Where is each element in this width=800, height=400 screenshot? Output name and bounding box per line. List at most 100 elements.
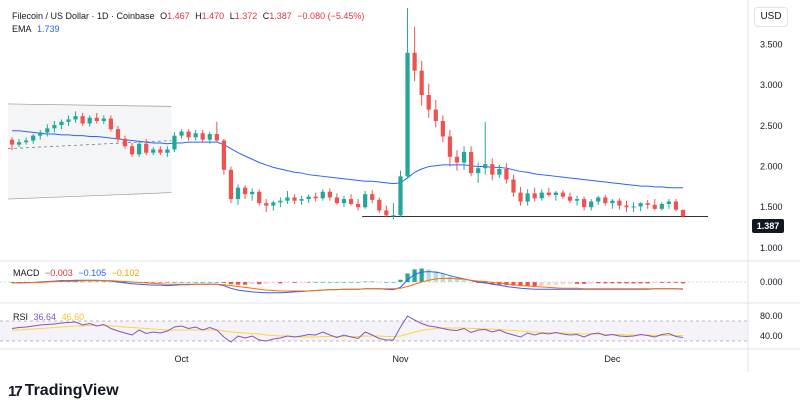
candle-body: [412, 52, 417, 71]
macd-legend[interactable]: MACD −0.003 −0.105 −0.102: [13, 268, 142, 279]
brand-name: TradingView: [24, 382, 119, 399]
tradingview-brand[interactable]: 17 TradingView: [8, 382, 119, 400]
macd-hist-bar: [158, 282, 163, 283]
macd-signal-value: −0.102: [111, 268, 140, 278]
macd-hist-bar: [228, 282, 234, 285]
macd-hist-bar: [200, 282, 205, 283]
candle-body: [624, 205, 629, 208]
candle-body: [518, 192, 523, 202]
high-value: 1.470: [201, 11, 225, 21]
macd-hist-bar: [250, 282, 255, 285]
macd-hist-bar: [377, 282, 382, 283]
macd-hist-bar: [16, 282, 22, 283]
candle-body: [391, 215, 396, 217]
macd-hist-value: −0.003: [45, 268, 73, 278]
low-value: 1.372: [234, 11, 258, 21]
macd-hist-bar: [363, 281, 368, 283]
candle-body: [186, 131, 191, 138]
candle-body: [440, 121, 445, 137]
candle-body: [433, 109, 438, 122]
candle-body: [122, 138, 128, 147]
macd-hist-bar: [355, 282, 361, 283]
candle-body: [200, 133, 205, 140]
macd-pane: [0, 268, 748, 294]
tradingview-logo-icon: 17: [8, 382, 23, 400]
candle-body: [31, 135, 36, 141]
rsi-legend[interactable]: RSI 36.64 46.60: [13, 312, 87, 323]
macd-hist-bar: [610, 282, 615, 284]
macd-hist-bar: [525, 282, 530, 287]
macd-hist-bar: [207, 282, 212, 283]
candle-body: [652, 204, 657, 209]
last-price-tag: 1.387: [752, 219, 784, 233]
candle-body: [532, 193, 537, 199]
candle-body: [73, 116, 78, 120]
macd-tick-label: 0.000: [760, 277, 783, 287]
candle-body: [617, 200, 622, 206]
ema-value: 1.739: [37, 24, 60, 34]
price-tick-label: 1.500: [760, 202, 783, 212]
candle-body: [115, 129, 121, 139]
macd-hist-bar: [426, 269, 431, 282]
candle-body: [129, 146, 135, 155]
candle-body: [476, 168, 481, 174]
candle-body: [355, 203, 361, 208]
candle-body: [384, 210, 389, 216]
candle-body: [158, 149, 163, 153]
macd-hist-bar: [652, 282, 657, 283]
macd-hist-bar: [398, 279, 403, 282]
candle-body: [581, 199, 587, 208]
macd-hist-bar: [384, 282, 389, 283]
macd-hist-bar: [80, 281, 85, 283]
candle-body: [38, 132, 43, 136]
candle-body: [497, 168, 502, 175]
candle-body: [292, 197, 297, 201]
candle-body: [221, 140, 227, 170]
macd-hist-bar: [673, 282, 679, 283]
macd-hist-bar: [518, 282, 523, 287]
macd-hist-bar: [638, 282, 643, 284]
candle-body: [334, 197, 340, 204]
candle-body: [101, 118, 106, 122]
macd-hist-bar: [405, 273, 410, 282]
candle-body: [341, 199, 347, 204]
macd-hist-bar: [539, 282, 544, 286]
currency-button[interactable]: USD: [754, 7, 788, 27]
candle-body: [271, 202, 276, 206]
candle-body: [468, 151, 474, 174]
macd-signal-line: [12, 277, 683, 292]
macd-line-value: −0.105: [78, 268, 107, 278]
symbol-legend: Filecoin / US Dollar · 1D · Coinbase O1.…: [12, 11, 367, 22]
candle-body: [419, 70, 424, 96]
macd-hist-bar: [144, 282, 149, 283]
macd-hist-bar: [306, 282, 311, 283]
candle-body: [645, 203, 650, 205]
candle-body: [264, 203, 269, 206]
candle-body: [45, 128, 50, 133]
macd-hist-bar: [603, 282, 608, 284]
macd-hist-bar: [271, 282, 276, 284]
candle-body: [165, 149, 170, 153]
macd-hist-bar: [214, 282, 219, 283]
rsi-tick-label: 80.00: [760, 311, 783, 321]
candle-body: [172, 135, 177, 150]
candle-body: [539, 192, 544, 199]
candle-body: [454, 156, 460, 163]
macd-hist-bar: [264, 282, 269, 284]
macd-hist-bar: [257, 282, 262, 285]
ema-legend[interactable]: EMA 1.739: [12, 24, 63, 35]
macd-hist-bar: [490, 282, 495, 285]
macd-hist-bar: [461, 280, 467, 282]
macd-hist-bar: [596, 282, 601, 284]
macd-label: MACD: [13, 268, 40, 278]
candle-body: [250, 191, 255, 195]
candle-body: [306, 196, 311, 200]
symbol-name[interactable]: Filecoin / US Dollar · 1D · Coinbase: [12, 11, 155, 21]
candle-body: [546, 192, 551, 196]
candle-body: [638, 203, 643, 207]
macd-hist-bar: [186, 282, 191, 283]
macd-hist-bar: [278, 282, 283, 284]
candle-body: [144, 143, 149, 153]
close-label: C: [262, 11, 270, 21]
